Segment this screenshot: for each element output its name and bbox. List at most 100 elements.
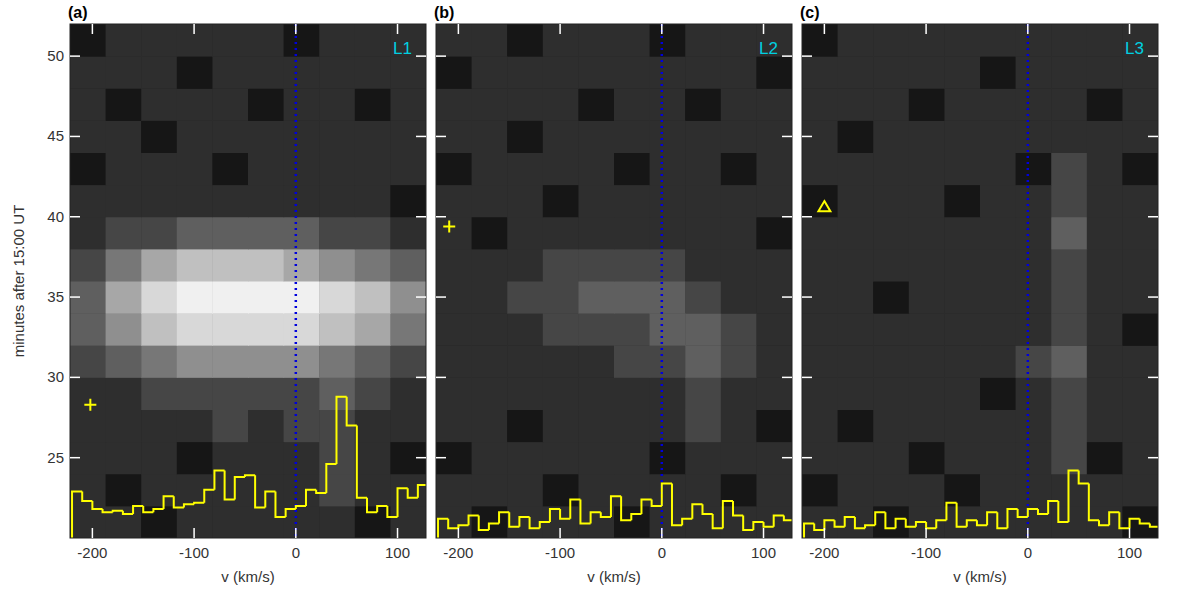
- heat-cell: [1087, 345, 1123, 378]
- heat-cell: [319, 249, 355, 282]
- heat-cell: [543, 24, 579, 57]
- y-tick: [436, 136, 446, 138]
- heat-cell: [909, 377, 945, 410]
- heat-cell: [436, 313, 472, 346]
- plot-area: [436, 24, 792, 538]
- histogram-step: [255, 475, 265, 507]
- heat-cell: [177, 249, 213, 282]
- heat-cell: [1122, 474, 1158, 507]
- histogram-step: [153, 509, 163, 512]
- heat-cell: [543, 249, 579, 282]
- heat-cell: [1122, 345, 1158, 378]
- y-tick: [70, 55, 80, 57]
- heat-cell: [355, 56, 391, 89]
- heat-cell: [578, 410, 614, 443]
- histogram-step: [133, 506, 143, 514]
- heat-cell: [838, 410, 874, 443]
- heat-cell: [507, 313, 543, 346]
- heat-cell: [1016, 281, 1052, 314]
- heat-cell: [721, 442, 757, 475]
- heat-cell: [685, 474, 721, 507]
- y-tick-label: 50: [47, 47, 64, 64]
- panel: -200-1000100v (km/s)(b)L2: [434, 4, 794, 585]
- heat-cell: [721, 56, 757, 89]
- histogram-step: [550, 509, 560, 522]
- histogram-step: [509, 512, 519, 526]
- heat-cell: [212, 56, 248, 89]
- heat-cell: [873, 24, 909, 57]
- heat-cell: [873, 410, 909, 443]
- heat-cell: [980, 474, 1016, 507]
- heat-cell: [141, 56, 177, 89]
- heat-cell: [721, 410, 757, 443]
- y-tick: [1148, 216, 1158, 218]
- heat-cell: [177, 185, 213, 218]
- heat-cell: [177, 442, 213, 475]
- heat-cell: [390, 249, 426, 282]
- heat-cell: [802, 120, 838, 153]
- reference-line: [661, 24, 664, 538]
- histogram-step: [753, 522, 763, 530]
- histogram-step: [591, 512, 601, 523]
- histogram-step: [398, 488, 408, 517]
- heat-cell: [212, 217, 248, 250]
- heat-cell: [436, 120, 472, 153]
- heat-cell: [543, 153, 579, 186]
- heat-cell: [507, 410, 543, 443]
- histogram-step: [957, 503, 967, 527]
- heat-cell: [909, 120, 945, 153]
- heat-cell: [106, 217, 142, 250]
- histogram-step: [814, 524, 824, 530]
- heat-cell: [1122, 281, 1158, 314]
- heat-cell: [873, 377, 909, 410]
- heat-cell: [838, 217, 874, 250]
- heat-cell: [1016, 377, 1052, 410]
- histogram-step: [875, 512, 885, 525]
- histogram-step: [1058, 501, 1068, 522]
- heat-cell: [685, 217, 721, 250]
- histogram-step: [1130, 519, 1140, 529]
- frame: [802, 24, 1158, 538]
- heat-cell: [980, 313, 1016, 346]
- heat-cell: [578, 442, 614, 475]
- histogram-step: [1099, 520, 1109, 525]
- heat-cell: [838, 249, 874, 282]
- heat-cell: [650, 313, 686, 346]
- histogram-step: [1079, 471, 1089, 484]
- heat-cell: [721, 377, 757, 410]
- x-tick: [925, 24, 927, 34]
- heat-cell: [177, 217, 213, 250]
- heat-cell: [212, 377, 248, 410]
- heat-cell: [578, 506, 614, 538]
- heat-cell: [614, 313, 650, 346]
- heat-cell: [1087, 217, 1123, 250]
- heat-cell: [70, 249, 106, 282]
- heat-cell: [390, 88, 426, 121]
- heat-cell: [543, 377, 579, 410]
- plot-background: [70, 24, 426, 538]
- heat-cell: [650, 217, 686, 250]
- heat-cell: [212, 442, 248, 475]
- heat-cell: [70, 474, 106, 507]
- heat-cell: [980, 185, 1016, 218]
- heat-cell: [472, 313, 508, 346]
- histogram-step: [1028, 509, 1038, 517]
- heat-cell: [248, 153, 284, 186]
- histogram-step: [967, 520, 977, 526]
- x-tick-label: 0: [658, 544, 666, 561]
- heat-cell: [70, 24, 106, 57]
- heat-cell: [944, 442, 980, 475]
- heat-cell: [838, 120, 874, 153]
- heat-cell: [212, 249, 248, 282]
- heat-cell: [1051, 185, 1087, 218]
- heat-cell: [390, 474, 426, 507]
- heat-cell: [909, 56, 945, 89]
- heat-cell: [70, 410, 106, 443]
- heat-cell: [284, 24, 320, 57]
- heat-cell: [70, 281, 106, 314]
- histogram-step: [824, 520, 834, 530]
- histogram-step: [733, 501, 743, 515]
- histogram-step: [885, 512, 895, 528]
- heat-cell: [1051, 120, 1087, 153]
- heat-cell: [685, 249, 721, 282]
